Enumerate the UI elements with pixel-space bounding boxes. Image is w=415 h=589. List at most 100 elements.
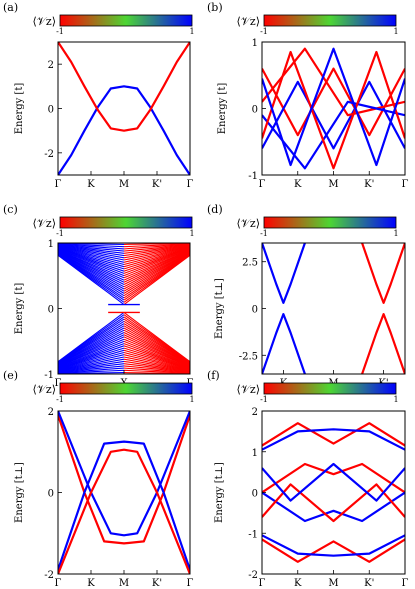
x-tick-label: K: [294, 179, 302, 190]
band-line: [58, 314, 125, 363]
band-line: [123, 245, 190, 261]
colorbar-label: ⟨𝒱z⟩: [236, 383, 260, 396]
x-tick-label: Γ: [402, 179, 409, 190]
x-tick-label: K': [364, 578, 374, 589]
band-line: [123, 244, 190, 257]
band-line: [58, 360, 125, 373]
x-tick-label: K': [364, 179, 374, 190]
y-tick-label: -2: [44, 570, 54, 581]
band-line: [58, 334, 125, 367]
colorbar-min-label: -1: [56, 27, 64, 36]
plot-area: [58, 411, 190, 574]
colorbar-label: ⟨𝒱z⟩: [32, 15, 56, 28]
band-line: [123, 340, 190, 369]
band-line: [58, 253, 125, 299]
panel-label: (f): [207, 369, 220, 382]
colorbar-max-label: 1: [189, 395, 194, 404]
band-line: [58, 85, 190, 175]
band-line: [123, 243, 190, 250]
band-line: [123, 316, 190, 364]
band-line: [58, 448, 190, 574]
plot-area: [262, 243, 405, 374]
panel-a: (a) ⟨𝒱z⟩-1 1 2 0 -2 Γ K M K' Γ Energy [t]: [3, 1, 195, 190]
band-line: [123, 356, 190, 372]
band-line: [123, 246, 190, 263]
band-line: [361, 313, 405, 374]
x-tick-label: M: [119, 179, 129, 190]
band-line: [262, 47, 405, 167]
y-tick-label: -1: [248, 171, 258, 182]
band-line: [262, 243, 306, 304]
y-tick-label: -1: [44, 370, 54, 381]
band-line: [58, 250, 125, 283]
y-tick-label: 1: [48, 239, 54, 250]
x-tick-label: K': [152, 179, 162, 190]
band-line: [123, 314, 190, 363]
band-line: [123, 318, 190, 364]
band-line: [123, 329, 190, 366]
band-line: [123, 351, 190, 371]
band-line: [262, 538, 405, 563]
y-tick-label: 2.5: [242, 258, 258, 269]
colorbar-label: ⟨𝒱z⟩: [236, 15, 260, 28]
band-line: [58, 365, 125, 373]
band-line: [262, 67, 405, 137]
band-line: [58, 254, 125, 303]
x-tick-label: Γ: [55, 378, 62, 389]
band-line: [58, 367, 125, 374]
x-tick-label: Γ: [187, 578, 194, 589]
band-line: [123, 251, 190, 290]
band-line: [123, 349, 190, 370]
y-axis-label: Energy [t]: [14, 283, 25, 335]
band-line: [262, 462, 405, 502]
band-line: [123, 369, 190, 374]
plot-area: [262, 47, 405, 170]
colorbar-min-label: -1: [56, 395, 64, 404]
x-tick-label: K: [87, 578, 95, 589]
band-line: [58, 243, 125, 248]
colorbar: [263, 382, 397, 395]
band-line: [262, 428, 405, 451]
band-line: [123, 320, 190, 364]
band-line: [58, 248, 125, 272]
band-line: [262, 534, 405, 557]
band-line: [123, 363, 190, 373]
band-line: [123, 248, 190, 272]
band-line: [58, 325, 125, 365]
axes-frame: [57, 410, 191, 575]
band-line: [123, 250, 190, 285]
band-line: [123, 325, 190, 365]
band-line: [262, 462, 405, 494]
band-line: [58, 251, 125, 288]
band-line: [123, 249, 190, 279]
panel-d: (d)⟨𝒱z⟩-112.50-2.5KMK'Energy [t⊥]: [207, 203, 406, 389]
band-line: [123, 249, 190, 281]
band-line: [262, 491, 405, 523]
band-line: [262, 483, 405, 523]
band-line: [58, 248, 125, 277]
y-tick-label: 0: [252, 305, 258, 316]
y-tick-label: 0: [48, 489, 54, 500]
colorbar-label: ⟨𝒱z⟩: [236, 217, 260, 230]
y-tick-label: 0: [48, 105, 54, 116]
y-tick-label: 1: [252, 448, 258, 459]
band-line: [123, 345, 190, 369]
band-line: [58, 42, 190, 132]
band-line: [262, 100, 405, 170]
x-tick-label: Γ: [259, 179, 266, 190]
colorbar: [263, 14, 397, 27]
y-tick-label: -2: [248, 570, 258, 581]
y-tick-label: 0: [252, 489, 258, 500]
band-line: [123, 248, 190, 277]
x-tick-label: K: [294, 578, 302, 589]
band-line: [262, 50, 405, 170]
panel-label: (b): [207, 1, 223, 14]
colorbar: [59, 14, 193, 27]
band-line: [58, 351, 125, 371]
band-line: [58, 354, 125, 371]
colorbar-label: ⟨𝒱z⟩: [32, 217, 56, 230]
